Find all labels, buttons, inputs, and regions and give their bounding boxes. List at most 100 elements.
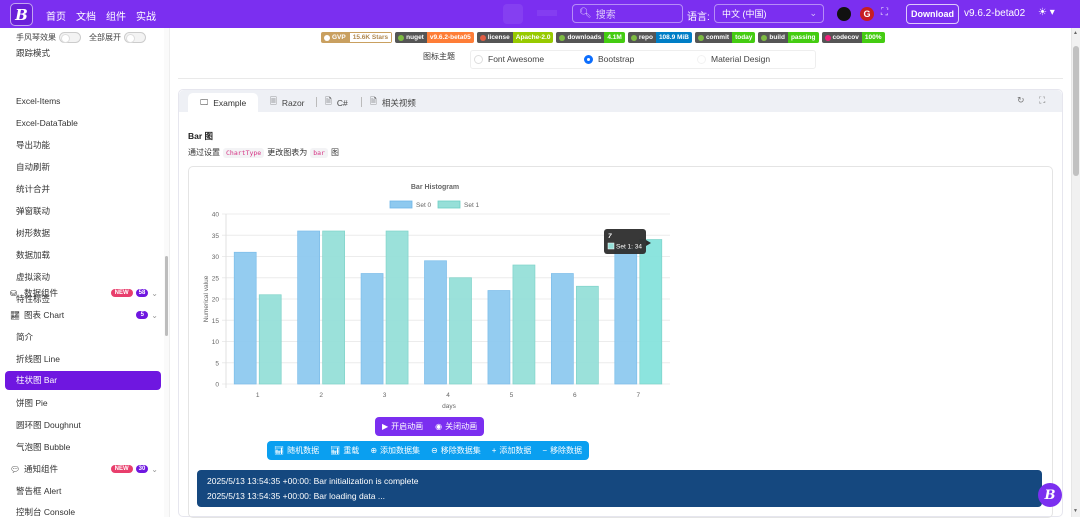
shield-badge[interactable]: GVP 15.6K Stars xyxy=(321,32,393,43)
shield-badge[interactable]: commit today xyxy=(694,32,756,43)
page-scrollbar[interactable]: ▲ ▼ xyxy=(1071,28,1080,517)
chart-bar[interactable] xyxy=(360,273,384,385)
chart-bar[interactable] xyxy=(614,247,638,385)
sidebar-item-pie[interactable]: 饼图 Pie xyxy=(16,398,48,408)
sidebar-group-chart[interactable]: 📈︎ 图表 Chart 5 ⌄ xyxy=(10,310,158,320)
radio-circle[interactable] xyxy=(697,54,706,64)
sidebar-item-console[interactable]: 控制台 Console xyxy=(16,507,76,517)
download-button[interactable]: Download xyxy=(906,4,959,24)
search-input[interactable]: 🔍︎ 搜索 xyxy=(572,4,683,23)
sidebar-item[interactable]: 自动刷新 xyxy=(16,162,51,172)
language-select[interactable]: 中文 (中国) ⌄ xyxy=(714,4,824,23)
sidebar-item[interactable]: 弹窗联动 xyxy=(16,206,51,216)
github-icon[interactable] xyxy=(837,7,851,21)
sidebar-item[interactable]: 虚拟滚动 xyxy=(16,272,51,282)
expand-all-switch[interactable] xyxy=(124,32,146,44)
sidebar-item[interactable]: 数据加载 xyxy=(16,250,51,260)
fullscreen-icon[interactable]: ⛶ xyxy=(881,7,888,18)
sidebar-item[interactable]: Excel-Items xyxy=(16,96,61,106)
sidebar-item[interactable]: 统计合并 xyxy=(16,184,51,194)
chart-bar[interactable] xyxy=(385,230,409,385)
demo-title: Bar 图 xyxy=(188,131,214,141)
sidebar-item[interactable]: 树形数据 xyxy=(16,228,51,238)
sidebar-item-doughnut[interactable]: 圆环图 Doughnut xyxy=(16,420,81,430)
sidebar-item[interactable]: Excel-DataTable xyxy=(16,118,78,128)
nav-docs[interactable]: 文档 xyxy=(76,12,96,23)
radio-bootstrap[interactable]: Bootstrap xyxy=(584,54,634,64)
enable-animation-button[interactable]: ▶︎ 开启动画 xyxy=(382,422,424,431)
sidebar-item[interactable]: 跟踪模式 xyxy=(16,48,51,58)
x-tick-label: 1 xyxy=(256,392,260,399)
shield-badge[interactable]: nuget v9.6.2-beta05 xyxy=(395,32,474,43)
shield-badge[interactable]: repo 108.9 MiB xyxy=(627,32,692,43)
sidebar-item[interactable]: 特性标签 xyxy=(16,294,51,304)
chart-bar[interactable] xyxy=(639,239,663,385)
radio-font-awesome[interactable]: Font Awesome xyxy=(474,54,544,64)
shield-badge[interactable]: downloads 4.1M xyxy=(556,32,625,43)
logo[interactable]: B xyxy=(10,3,33,26)
chart-bar[interactable] xyxy=(551,273,574,385)
tab-csharp[interactable]: 🗎︎ C# xyxy=(325,95,348,108)
floating-logo-button[interactable]: B xyxy=(1038,483,1062,507)
add-data-button[interactable]: + 添加数据 xyxy=(491,446,532,455)
stop-circle-icon: ◉ xyxy=(435,422,443,431)
sidebar-scrollbar-thumb[interactable] xyxy=(165,256,168,336)
chart-bar[interactable] xyxy=(322,230,345,385)
sidebar-item-bar[interactable]: 柱状图 Bar xyxy=(5,371,161,390)
sidebar-item-alert[interactable]: 警告框 Alert xyxy=(16,486,62,496)
radio-material-design[interactable]: Material Design xyxy=(697,54,770,64)
sidebar-group-data[interactable]: ⛁ 数据组件 NEW 58 ⌄ xyxy=(10,288,158,298)
chart-bar[interactable] xyxy=(258,294,282,385)
tab-razor[interactable]: 🗏︎ Razor xyxy=(270,95,305,108)
gitee-icon[interactable]: G xyxy=(860,7,874,21)
fullscreen-icon[interactable]: ⛶ xyxy=(1039,95,1046,105)
chart-bar[interactable] xyxy=(449,277,472,385)
legend-label[interactable]: Set 1 xyxy=(464,202,480,209)
page-scrollbar-thumb[interactable] xyxy=(1073,46,1079,176)
remove-dataset-button[interactable]: ⊖ 移除数据集 xyxy=(431,446,481,455)
chart-bar[interactable] xyxy=(297,230,320,385)
radio-circle-checked[interactable] xyxy=(584,54,593,64)
chart-bar[interactable] xyxy=(512,264,536,385)
sidebar-scrollbar[interactable] xyxy=(164,28,169,517)
expand-all-toggle[interactable]: 全部展开 xyxy=(89,32,146,44)
sidebar: 手风琴效果 全部展开 跟踪模式 Excel-Items Excel-DataTabl… xyxy=(0,28,170,517)
legend-swatch[interactable] xyxy=(437,200,461,209)
sidebar-item-intro[interactable]: 简介 xyxy=(16,332,34,342)
nav-home[interactable]: 首页 xyxy=(46,12,66,23)
shield-badge[interactable]: license Apache-2.0 xyxy=(476,32,554,43)
radio-circle[interactable] xyxy=(474,54,483,64)
legend-label[interactable]: Set 0 xyxy=(416,202,432,209)
sidebar-item-bubble[interactable]: 气泡图 Bubble xyxy=(16,442,71,452)
sidebar-item-line[interactable]: 折线图 Line xyxy=(16,354,60,364)
accordion-toggle[interactable]: 手风琴效果 xyxy=(16,32,81,44)
badge-logo-icon xyxy=(824,34,831,41)
shield-badge[interactable]: codecov 100% xyxy=(821,32,885,43)
chevron-down-icon: ⌄ xyxy=(151,310,158,320)
sidebar-item[interactable]: 导出功能 xyxy=(16,140,51,150)
random-data-button[interactable]: 📊︎ 随机数据 xyxy=(274,446,320,455)
nav-practice[interactable]: 实战 xyxy=(136,12,156,23)
accordion-switch[interactable] xyxy=(59,32,81,44)
y-tick-label: 0 xyxy=(215,382,219,389)
shield-badge[interactable]: build passing xyxy=(758,32,819,43)
tab-example[interactable]: 🖵︎ Example xyxy=(188,93,259,112)
new-badge: NEW xyxy=(110,289,133,297)
scroll-up-arrow[interactable]: ▲ xyxy=(1073,30,1078,36)
disable-animation-button[interactable]: ◉ 关闭动画 xyxy=(435,422,478,431)
reload-button[interactable]: 📊︎ 重载 xyxy=(330,446,360,455)
chart-bar[interactable] xyxy=(487,290,511,385)
nav-components[interactable]: 组件 xyxy=(106,12,126,23)
chart-bar[interactable] xyxy=(233,251,257,385)
sidebar-group-notify[interactable]: 💬︎ 通知组件 NEW 30 ⌄ xyxy=(10,464,158,474)
tab-videos[interactable]: 🗎︎ 相关视频 xyxy=(370,95,416,108)
theme-toggle-button[interactable]: ☀ ▾ xyxy=(1038,7,1055,18)
add-dataset-button[interactable]: ⊕ 添加数据集 xyxy=(370,446,421,455)
remove-data-button[interactable]: − 移除数据 xyxy=(542,446,583,455)
scroll-down-arrow[interactable]: ▼ xyxy=(1073,508,1078,514)
legend-swatch[interactable] xyxy=(389,200,413,209)
chart-bar[interactable] xyxy=(576,285,599,385)
chart-bar[interactable] xyxy=(424,260,447,385)
refresh-icon[interactable]: ↻ xyxy=(1017,95,1025,105)
